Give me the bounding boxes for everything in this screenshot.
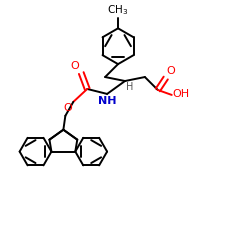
Text: O: O	[167, 66, 175, 76]
Text: NH: NH	[98, 96, 116, 106]
Text: O: O	[70, 61, 79, 71]
Text: OH: OH	[173, 89, 190, 99]
Text: O: O	[64, 103, 72, 113]
Text: CH$_3$: CH$_3$	[108, 4, 129, 18]
Text: H: H	[126, 82, 133, 92]
